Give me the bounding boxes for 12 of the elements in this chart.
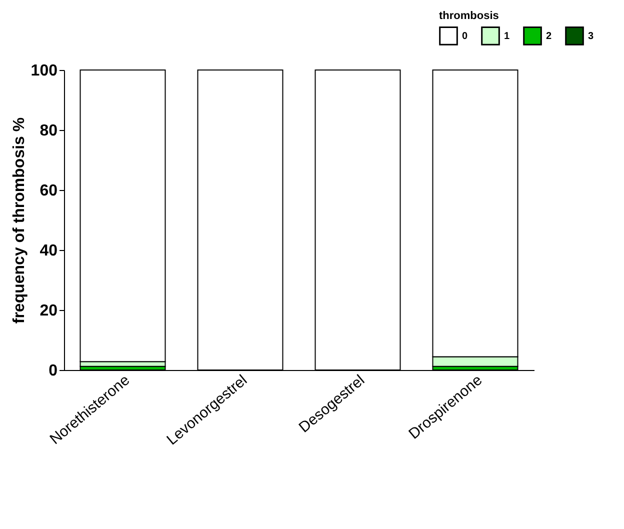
legend-label: 2 <box>546 30 552 42</box>
y-tick-label: 80 <box>40 122 58 140</box>
y-tick-label: 60 <box>40 182 58 200</box>
legend-label: 0 <box>462 30 468 42</box>
y-axis-title: frequency of thrombosis % <box>10 117 28 324</box>
legend-label: 3 <box>588 30 594 42</box>
y-tick-label: 0 <box>48 362 58 380</box>
y-tick-label: 40 <box>40 242 58 260</box>
y-tick-label: 100 <box>30 62 58 80</box>
legend-title: thrombosis <box>439 10 499 22</box>
legend-label: 1 <box>504 30 510 42</box>
y-tick-label: 20 <box>40 302 58 320</box>
